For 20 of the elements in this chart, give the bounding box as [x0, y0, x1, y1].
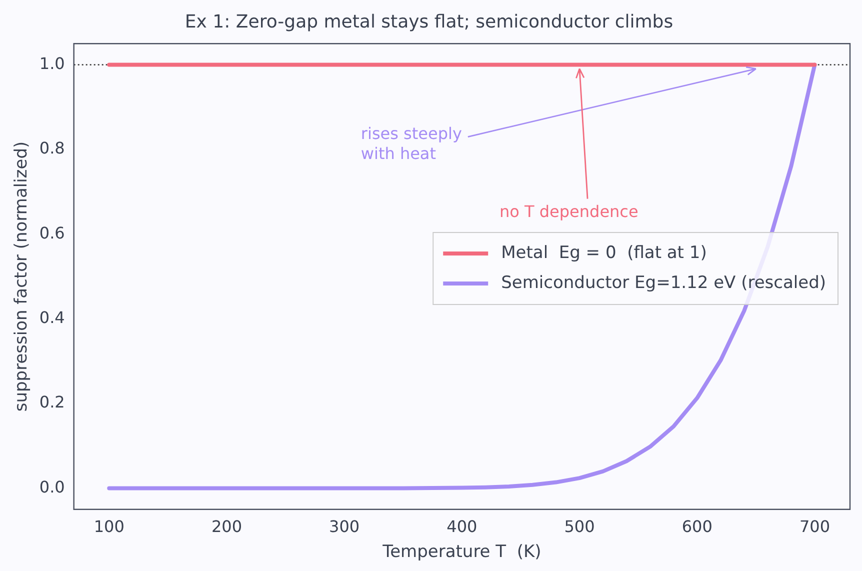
y-tick-label: 0.2	[39, 392, 65, 412]
annotation: rises steeply with heat	[360, 124, 462, 163]
legend-label: Semiconductor Eg=1.12 eV (rescaled)	[501, 272, 826, 293]
annotation: no T dependence	[500, 202, 638, 221]
x-tick-label: 100	[94, 517, 124, 536]
y-tick-label: 0.8	[39, 138, 65, 158]
y-tick-label: 0.4	[39, 308, 65, 327]
x-tick-label: 500	[564, 517, 595, 536]
y-axis-title: suppression factor (normalized)	[12, 141, 32, 412]
legend-label: Metal Eg = 0 (flat at 1)	[501, 242, 707, 263]
x-axis-title: Temperature T (K)	[382, 542, 542, 562]
x-tick-label: 700	[799, 517, 830, 536]
x-tick-label: 400	[446, 517, 478, 536]
y-tick-label: 0.6	[39, 223, 65, 242]
x-tick-label: 300	[329, 517, 360, 536]
y-tick-label: 1.0	[39, 54, 65, 73]
x-tick-label: 200	[211, 517, 242, 536]
y-tick-label: 0.0	[39, 477, 65, 496]
chart-title: Ex 1: Zero-gap metal stays flat; semiconductor climbs	[184, 11, 674, 32]
x-tick-label: 600	[682, 517, 712, 536]
